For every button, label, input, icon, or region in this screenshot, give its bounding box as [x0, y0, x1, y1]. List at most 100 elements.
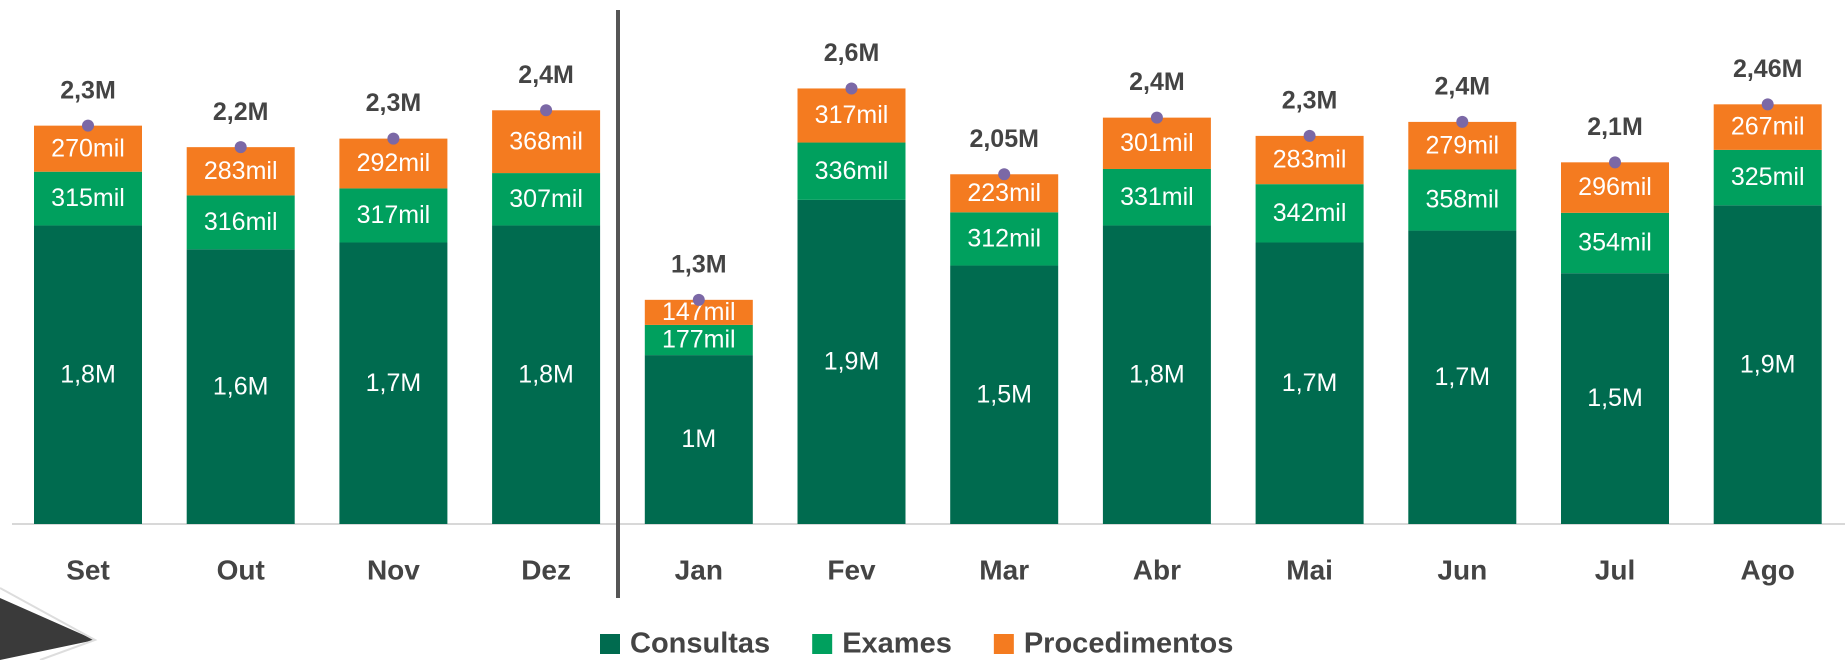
value-label: 1,8M — [518, 360, 574, 388]
total-marker — [234, 141, 247, 154]
value-label: 1,8M — [1129, 360, 1185, 388]
value-label: 358mil — [1425, 186, 1499, 214]
bar-segment — [1713, 104, 1822, 150]
value-label: 316mil — [204, 208, 278, 236]
value-label: 177mil — [662, 326, 736, 354]
x-tick-label: Out — [217, 554, 265, 585]
bar-segment — [950, 174, 1059, 213]
bar-segment — [1255, 242, 1364, 524]
value-label: 296mil — [1578, 173, 1652, 201]
value-label: 223mil — [967, 179, 1041, 207]
bar-segment — [492, 110, 601, 174]
bar-segment — [1713, 205, 1822, 524]
total-label: 2,3M — [60, 76, 116, 104]
value-label: 1,7M — [1282, 369, 1338, 397]
value-label: 342mil — [1273, 199, 1347, 227]
value-label: 1,5M — [976, 380, 1032, 408]
bar-segment — [797, 199, 906, 525]
total-label: 2,4M — [1129, 68, 1185, 96]
legend-label: Procedimentos — [1024, 628, 1234, 660]
legend-swatch — [812, 634, 833, 654]
bar-segment — [950, 265, 1059, 524]
bar-segment — [1102, 117, 1211, 169]
bar-segment — [34, 125, 142, 172]
total-marker — [387, 132, 400, 145]
total-marker — [998, 168, 1011, 181]
bar-segment — [797, 88, 906, 143]
bar-segment — [339, 242, 448, 524]
total-label: 2,3M — [366, 89, 422, 117]
total-label: 2,2M — [213, 98, 269, 126]
bar-segment — [644, 355, 753, 524]
value-label: 283mil — [204, 157, 278, 185]
bar-segment — [34, 225, 142, 524]
bar-segment — [1713, 149, 1822, 206]
value-label: 1,9M — [824, 348, 880, 376]
x-tick-label: Set — [66, 554, 110, 585]
value-label: 331mil — [1120, 183, 1194, 211]
value-label: 368mil — [509, 127, 583, 155]
total-marker — [540, 104, 553, 117]
value-label: 1M — [681, 425, 716, 453]
total-marker — [692, 293, 705, 306]
total-label: 2,4M — [518, 61, 574, 89]
bar-segment — [1561, 162, 1669, 213]
total-marker — [1761, 98, 1774, 111]
total-label: 2,6M — [824, 39, 880, 67]
legend-label: Exames — [842, 628, 952, 660]
value-label: 1,7M — [1435, 363, 1491, 391]
x-tick-label: Dez — [521, 554, 571, 585]
bar-segment — [1102, 225, 1211, 524]
value-label: 312mil — [967, 225, 1041, 253]
total-marker — [1150, 111, 1163, 124]
bar-segment — [1255, 184, 1364, 243]
bar-segment — [492, 225, 601, 524]
value-label: 279mil — [1425, 131, 1499, 159]
value-label: 1,7M — [366, 369, 422, 397]
value-label: 1,8M — [60, 360, 116, 388]
total-label: 2,1M — [1587, 113, 1643, 141]
bar-segment — [1255, 135, 1364, 185]
x-tick-label: Ago — [1740, 554, 1794, 585]
bar-segment — [797, 142, 906, 200]
x-tick-label: Nov — [367, 554, 420, 585]
total-label: 2,05M — [969, 125, 1038, 153]
value-label: 270mil — [51, 134, 125, 162]
value-label: 317mil — [357, 201, 431, 229]
total-marker — [82, 119, 94, 132]
value-label: 317mil — [815, 101, 889, 129]
total-marker — [1609, 156, 1621, 169]
bar-segment — [1408, 121, 1517, 170]
value-label: 336mil — [815, 157, 889, 185]
bar-segment — [186, 249, 295, 525]
value-label: 1,6M — [213, 372, 269, 400]
total-marker — [1303, 129, 1316, 142]
value-label: 1,5M — [1587, 384, 1643, 412]
total-marker — [845, 82, 858, 95]
decor-arrow — [0, 598, 95, 660]
value-label: 283mil — [1273, 146, 1347, 174]
value-label: 292mil — [357, 149, 431, 177]
total-label: 2,4M — [1435, 73, 1491, 101]
x-tick-label: Fev — [827, 554, 876, 585]
x-tick-label: Jun — [1437, 554, 1487, 585]
bar-segment — [186, 147, 295, 196]
decor-arrow-outline — [0, 587, 98, 660]
legend-swatch — [993, 634, 1014, 654]
value-label: 325mil — [1731, 163, 1805, 191]
bar-segment — [1408, 230, 1517, 524]
bar-segment — [1408, 169, 1517, 231]
bar-segment — [186, 195, 295, 250]
legend-label: Consultas — [630, 628, 770, 660]
value-label: 315mil — [51, 184, 125, 212]
bar-segment — [644, 324, 753, 356]
x-tick-label: Mai — [1286, 554, 1333, 585]
bar-segment — [950, 212, 1059, 266]
value-label: 1,9M — [1740, 350, 1796, 378]
value-label: 354mil — [1578, 229, 1652, 257]
legend-swatch — [600, 634, 620, 654]
bar-segment — [339, 138, 448, 189]
total-label: 2,3M — [1282, 86, 1338, 114]
bar-segment — [1561, 273, 1669, 524]
